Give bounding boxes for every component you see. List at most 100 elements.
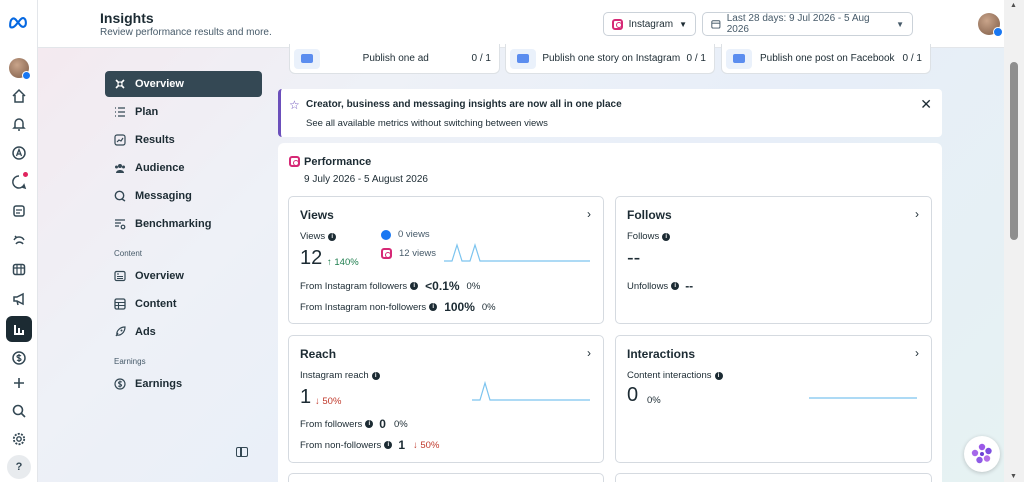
views-sparkline (444, 242, 590, 262)
ads-icon (115, 326, 126, 337)
planner-icon[interactable] (7, 228, 31, 252)
nav-item-audience[interactable]: Audience (105, 155, 262, 181)
performance-title: Performance (304, 156, 372, 168)
account-avatar[interactable] (978, 13, 1003, 37)
interactions-sparkline (809, 397, 917, 399)
info-icon[interactable]: i (410, 282, 419, 290)
scroll-up-icon[interactable]: ▲ (1010, 2, 1017, 9)
nav-item-messaging[interactable]: Messaging (105, 183, 262, 209)
interactions-card[interactable]: Interactions › Content interactions i 0 0… (615, 335, 932, 463)
chevron-right-icon[interactable]: › (915, 207, 919, 221)
notifications-icon[interactable] (7, 112, 31, 136)
nav-item-label: Results (135, 134, 175, 146)
help-icon[interactable]: ? (7, 455, 31, 479)
megaphone-icon[interactable] (7, 287, 31, 311)
chevron-right-icon[interactable]: › (587, 346, 591, 360)
chevron-right-icon[interactable]: › (587, 207, 591, 221)
page-scrollbar[interactable]: ▲ ▼ (1004, 0, 1024, 482)
nav-item-results[interactable]: Results (105, 127, 262, 153)
interactions-change: 0% (647, 395, 661, 406)
task-card-post[interactable]: Publish one post on Facebook 0 / 1 (721, 44, 931, 74)
profile-avatar[interactable] (7, 56, 31, 80)
home-icon[interactable] (7, 84, 31, 108)
search-icon[interactable] (7, 399, 31, 423)
fb-views-row: 0 views (381, 229, 430, 240)
nav-item-ads[interactable]: Ads (105, 319, 262, 345)
plan-icon (115, 107, 125, 117)
next-metric-card[interactable] (288, 473, 604, 482)
interactions-value: 0 (627, 384, 639, 406)
page-subtitle: Review performance results and more. (100, 27, 272, 38)
next-metric-card[interactable] (615, 473, 932, 482)
scroll-down-icon[interactable]: ▼ (1010, 473, 1017, 480)
reach-change: ↓ 50% (315, 396, 342, 407)
task-card-story[interactable]: Publish one story on Instagram 0 / 1 (505, 44, 715, 74)
info-icon[interactable]: i (365, 420, 374, 428)
settings-icon[interactable] (7, 427, 31, 451)
create-icon[interactable] (7, 371, 31, 395)
top-header: Insights Review performance results and … (38, 0, 1004, 48)
unfollows-row: Unfollows i -- (627, 279, 693, 293)
views-card[interactable]: Views › Views i 12 ↑ 140% 0 views 12 view… (288, 196, 604, 324)
ads-manager-icon[interactable] (7, 141, 31, 165)
reach-card[interactable]: Reach › Instagram reach i 1 ↓ 50% From fo… (288, 335, 604, 463)
nav-item-plan[interactable]: Plan (105, 99, 262, 125)
unfollows-value: -- (685, 279, 694, 293)
benchmarking-icon (115, 219, 126, 230)
nav-item-content-overview[interactable]: Overview (105, 263, 262, 289)
insights-icon[interactable] (6, 316, 32, 342)
star-icon: ☆ (289, 98, 300, 112)
nav-item-overview[interactable]: Overview (105, 71, 262, 97)
follows-value: -- (627, 247, 641, 269)
task-count: 0 / 1 (686, 53, 706, 64)
views-nonfollowers-value: 100% (444, 300, 475, 314)
follows-card[interactable]: Follows › Follows i -- Unfollows i -- (615, 196, 932, 324)
nav-item-benchmarking[interactable]: Benchmarking (105, 211, 262, 237)
banner-text: See all available metrics without switch… (306, 118, 548, 129)
nav-item-earnings[interactable]: Earnings (105, 371, 262, 397)
reach-title: Reach (300, 347, 337, 361)
info-icon[interactable]: i (371, 371, 380, 380)
info-icon[interactable]: i (714, 371, 723, 380)
calendar-icon[interactable] (7, 257, 31, 281)
task-thumbnail-icon (510, 48, 536, 69)
chevron-right-icon[interactable]: › (915, 346, 919, 360)
info-icon[interactable]: i (328, 232, 337, 241)
performance-date: 9 July 2026 - 5 August 2026 (304, 174, 428, 185)
inbox-icon[interactable] (7, 170, 31, 194)
instagram-icon (381, 248, 392, 259)
collapse-sidebar-icon[interactable] (236, 447, 248, 457)
nav-item-label: Ads (135, 326, 156, 338)
task-label: Publish one story on Instagram (542, 53, 681, 64)
info-icon[interactable]: i (671, 282, 680, 290)
views-change: ↑ 140% (327, 257, 359, 268)
info-icon[interactable]: i (384, 441, 393, 449)
interactions-label-row: Content interactions i (627, 370, 723, 381)
monetization-icon[interactable] (7, 346, 31, 370)
ai-assistant-button[interactable] (964, 436, 1000, 472)
task-label: Publish one post on Facebook (759, 53, 895, 64)
close-icon[interactable]: ✕ (920, 96, 932, 112)
views-label: Views (300, 231, 326, 242)
unfollows-label: Unfollows (627, 280, 669, 292)
left-rail: ? (0, 0, 38, 482)
info-icon[interactable]: i (429, 303, 438, 311)
views-followers-change: 0% (466, 280, 481, 292)
task-count: 0 / 1 (471, 53, 491, 64)
views-label-row: Views i (300, 231, 337, 242)
views-nonfollowers-row: From Instagram non-followers i 100% 0% (300, 300, 496, 314)
audience-icon (115, 164, 125, 173)
info-icon[interactable]: i (662, 232, 671, 241)
platform-dropdown[interactable]: Instagram ▼ (603, 12, 696, 36)
date-range-dropdown[interactable]: Last 28 days: 9 Jul 2026 - 5 Aug 2026 ▼ (702, 12, 913, 36)
follows-label: Follows (627, 231, 660, 242)
chevron-down-icon: ▼ (679, 19, 687, 29)
scrollbar-thumb[interactable] (1010, 62, 1018, 240)
nav-item-content[interactable]: Content (105, 291, 262, 317)
task-card-ad[interactable]: Publish one ad 0 / 1 (289, 44, 500, 74)
content-icon[interactable] (7, 199, 31, 223)
meta-logo-icon[interactable] (6, 10, 30, 34)
task-count: 0 / 1 (902, 53, 922, 64)
views-title: Views (300, 208, 334, 222)
reach-nonfollowers-value: 1 (398, 438, 405, 452)
